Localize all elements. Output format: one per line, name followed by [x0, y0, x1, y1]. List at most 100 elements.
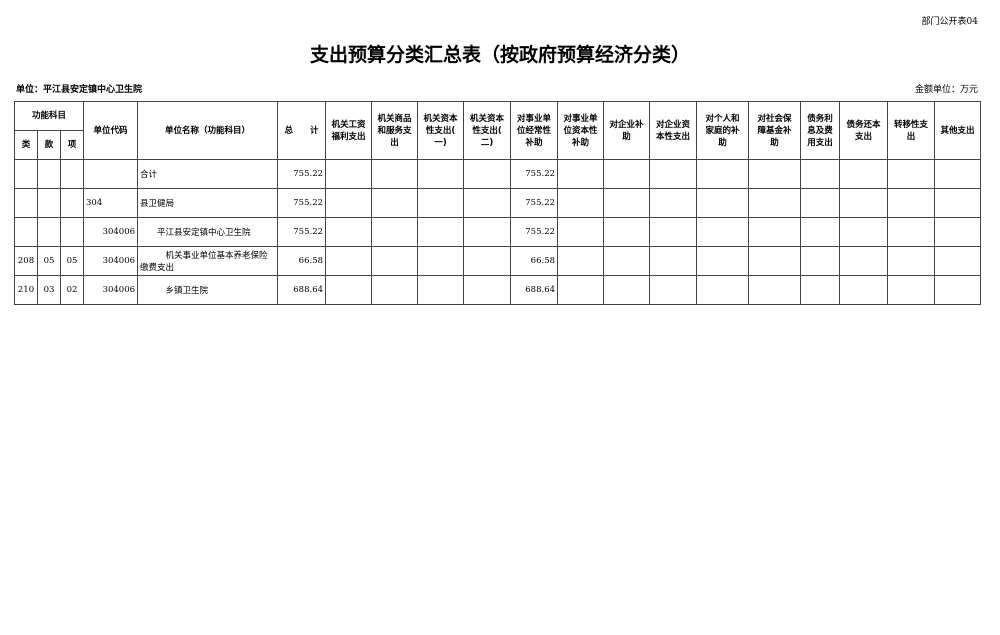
cell-amount: 755.22 [510, 217, 559, 247]
cell-amount: 66.58 [510, 246, 559, 276]
cell-code: 304006 [83, 246, 139, 276]
cell-total: 755.22 [277, 217, 327, 247]
cell-name: 平江县安定镇中心卫生院 [137, 217, 279, 247]
table-row: 合计 755.22 755.22 [14, 159, 982, 189]
cell-amount [696, 188, 750, 218]
cell-amount [696, 159, 750, 189]
cell-amount [649, 188, 698, 218]
cell-total: 755.22 [277, 159, 327, 189]
header-xiang: 项 [59, 130, 85, 160]
cell-amount [603, 217, 651, 247]
table-row: 304 县卫健局 755.22 755.22 [14, 188, 982, 218]
cell-amount [603, 188, 651, 218]
header-col: 其他支出 [934, 101, 982, 160]
cell-amount [325, 246, 373, 276]
cell-amount [417, 217, 465, 247]
cell-amount [417, 246, 465, 276]
cell-amount [800, 246, 841, 276]
header-col: 对企业补 助 [603, 101, 651, 160]
unit-label: 单位：平江县安定镇中心卫生院 [16, 85, 143, 95]
cell-name: 乡镇卫生院 [137, 275, 279, 305]
cell-total: 755.22 [277, 188, 327, 218]
cell-amount [557, 246, 605, 276]
cell-amount [557, 275, 605, 305]
header-col: 对企业资 本性支出 [649, 101, 698, 160]
cell-amount [800, 159, 841, 189]
cell-amount: 755.22 [510, 159, 559, 189]
cell-amount [325, 159, 373, 189]
cell-amount [417, 188, 465, 218]
cell-amount [934, 159, 982, 189]
cell-name: 机关事业单位基本养老保险缴费支出 [137, 246, 279, 276]
cell-kuan: 05 [37, 246, 61, 276]
cell-name: 县卫健局 [137, 188, 279, 218]
cell-amount [934, 246, 982, 276]
header-col: 对个人和 家庭的补 助 [696, 101, 750, 160]
cell-code [83, 159, 139, 189]
cell-amount [839, 275, 889, 305]
cell-xiang: 05 [59, 246, 85, 276]
header-col: 债务利 息及费 用支出 [800, 101, 841, 160]
cell-amount [463, 246, 512, 276]
header-col: 债务还本 支出 [839, 101, 889, 160]
cell-lei: 210 [14, 275, 38, 305]
header-name: 单位名称（功能科目） [137, 101, 279, 160]
form-code: 部门公开表04 [921, 17, 978, 27]
cell-xiang: 02 [59, 275, 85, 305]
cell-amount [748, 188, 802, 218]
cell-amount [463, 159, 512, 189]
cell-code: 304006 [83, 217, 139, 247]
header-col: 机关资本 性支出( 二) [463, 101, 512, 160]
cell-amount [463, 188, 512, 218]
header-col: 机关工资 福利支出 [325, 101, 373, 160]
header-total: 总 计 [277, 101, 327, 160]
cell-amount [463, 217, 512, 247]
cell-amount [325, 275, 373, 305]
cell-amount [371, 188, 419, 218]
cell-xiang [59, 159, 85, 189]
cell-xiang [59, 188, 85, 218]
cell-code: 304006 [83, 275, 139, 305]
cell-kuan [37, 159, 61, 189]
money-unit: 金额单位：万元 [914, 85, 978, 95]
cell-amount [603, 159, 651, 189]
header-func: 功能科目 [13, 101, 85, 131]
cell-amount [371, 246, 419, 276]
cell-name: 合计 [137, 159, 279, 189]
cell-amount [748, 275, 802, 305]
cell-amount [649, 246, 698, 276]
header-col: 对事业单 位经常性 补助 [510, 101, 559, 160]
cell-amount [748, 159, 802, 189]
cell-amount [325, 217, 373, 247]
cell-amount [557, 217, 605, 247]
cell-amount [603, 246, 651, 276]
header-col: 机关商品 和服务支 出 [371, 101, 419, 160]
cell-amount [839, 246, 889, 276]
cell-total: 688.64 [277, 275, 327, 305]
cell-amount [934, 188, 982, 218]
cell-kuan: 03 [37, 275, 61, 305]
table-row: 208 05 05 304006 机关事业单位基本养老保险缴费支出 66.58 66.58 [14, 246, 982, 276]
cell-amount [934, 217, 982, 247]
header-kuan: 款 [37, 130, 61, 160]
header-code: 单位代码 [83, 101, 139, 160]
header-lei: 类 [14, 130, 38, 160]
cell-amount [748, 217, 802, 247]
cell-amount [603, 275, 651, 305]
page-title: 支出预算分类汇总表（按政府预算经济分类） [309, 44, 690, 66]
cell-amount [371, 159, 419, 189]
cell-amount: 688.64 [510, 275, 559, 305]
cell-amount [325, 188, 373, 218]
cell-amount [417, 275, 465, 305]
cell-amount [557, 159, 605, 189]
cell-amount [934, 275, 982, 305]
cell-amount [887, 246, 936, 276]
cell-total: 66.58 [277, 246, 327, 276]
cell-xiang [59, 217, 85, 247]
budget-table: 功能科目 单位代码 单位名称（功能科目） 总 计 机关工资 福利支出 机关商品 … [13, 101, 982, 305]
table-row: 210 03 02 304006 乡镇卫生院 688.64 688.64 [14, 275, 982, 305]
cell-amount [649, 159, 698, 189]
header-col: 对社会保 障基金补 助 [748, 101, 802, 160]
cell-amount [839, 217, 889, 247]
header-col: 对事业单 位资本性 补助 [557, 101, 605, 160]
